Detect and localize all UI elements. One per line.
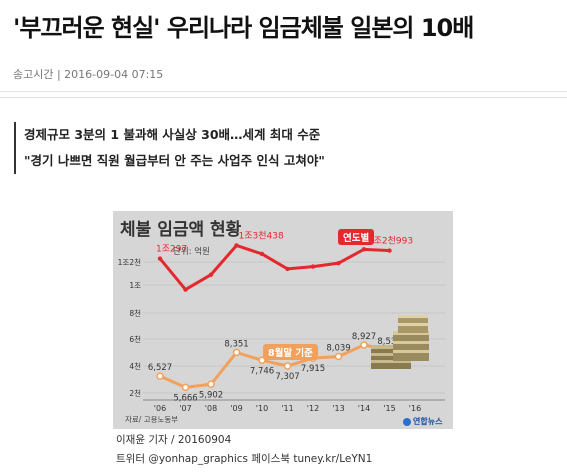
august-point bbox=[156, 372, 164, 380]
subheadline-1: 경제규모 3분의 1 불과해 사실상 30배…세계 최대 수준 bbox=[24, 127, 321, 142]
credit-reporter: 이재윤 기자 / 20160904 bbox=[116, 434, 232, 446]
august-data-label: 7,307 bbox=[275, 372, 299, 382]
august-data-label: 7,915 bbox=[301, 364, 325, 374]
unit-label: 단위: 억원 bbox=[173, 247, 210, 257]
august-data-label: 5,902 bbox=[199, 390, 223, 400]
money-stack-icon bbox=[371, 315, 429, 369]
annual-point bbox=[183, 287, 188, 292]
globe-icon bbox=[403, 417, 411, 426]
annual-series-line bbox=[158, 243, 390, 292]
publish-time: 송고시간 | 2016-09-04 07:15 bbox=[13, 68, 164, 81]
x-tick-label: '16 bbox=[409, 404, 421, 413]
x-tick-label: '08 bbox=[205, 404, 217, 413]
annual-point bbox=[234, 243, 239, 248]
x-tick-label: '12 bbox=[307, 404, 319, 413]
y-tick-label: 1조2천 bbox=[118, 257, 141, 267]
x-tick-label: '13 bbox=[332, 404, 344, 413]
x-tick-label: '09 bbox=[230, 404, 242, 413]
annual-point bbox=[157, 256, 163, 261]
august-data-label: 8,927 bbox=[352, 332, 376, 342]
x-tick-label: '11 bbox=[281, 404, 293, 413]
august-data-label: 6,527 bbox=[148, 363, 172, 373]
august-point bbox=[232, 348, 241, 357]
subheadline-box: 경제규모 3분의 1 불과해 사실상 30배…세계 최대 수준 "경기 나쁘면 … bbox=[14, 122, 556, 174]
x-tick-label: '10 bbox=[256, 404, 268, 413]
august-data-label: 7,746 bbox=[250, 366, 274, 376]
y-tick-label: 4천 bbox=[129, 361, 141, 371]
annual-point bbox=[387, 248, 392, 253]
infographic: 1조2천 1조 8천 6천 4천 2천 '06 '07 '08 '09 '10 '11 '12 '13 '1… bbox=[113, 211, 453, 429]
x-tick-label: '07 bbox=[179, 404, 191, 413]
logo-text: 연합뉴스 bbox=[413, 417, 443, 426]
august-data-label: 8,039 bbox=[326, 343, 350, 353]
annual-data-label: 1조297 bbox=[156, 245, 187, 255]
y-tick-label: 2천 bbox=[129, 388, 141, 398]
annual-point bbox=[208, 272, 214, 277]
august-data-label: 5,666 bbox=[173, 393, 197, 403]
y-tick-label: 8천 bbox=[129, 308, 141, 318]
august-data-label: 8,351 bbox=[224, 339, 248, 349]
august-point bbox=[181, 383, 190, 392]
article-headline: '부끄러운 현실' 우리나라 임금체불 일본의 10배 bbox=[13, 14, 474, 42]
subheadline-2: "경기 나쁘면 직원 월급부터 안 주는 사업주 인식 고쳐야" bbox=[24, 153, 325, 168]
divider bbox=[0, 91, 567, 92]
august-point bbox=[283, 362, 292, 370]
august-point bbox=[360, 341, 368, 349]
august-data-label: 8,539 bbox=[377, 337, 401, 347]
chart-title: 체불 임금액 현황 bbox=[120, 220, 242, 240]
legend-august-badge: 8월말 기준 bbox=[263, 344, 318, 360]
x-tick-label: '06 bbox=[154, 404, 166, 413]
credit-sns: 트위터 @yonhap_graphics 페이스북 tuney.kr/LeYN1 bbox=[116, 453, 373, 465]
divider bbox=[0, 97, 567, 98]
legend-annual-badge: 연도별 bbox=[338, 229, 375, 245]
annual-point bbox=[310, 264, 316, 269]
annual-data-label: 1조2천993 bbox=[368, 236, 413, 247]
august-point bbox=[334, 352, 343, 361]
annual-point bbox=[285, 266, 290, 272]
x-tick-label: '14 bbox=[358, 404, 370, 413]
y-tick-label: 1조 bbox=[129, 281, 141, 290]
annual-point bbox=[361, 247, 367, 252]
x-tick-label: '15 bbox=[383, 404, 395, 413]
annual-data-label: 1조3천438 bbox=[239, 230, 284, 241]
annual-point bbox=[259, 251, 265, 257]
wage-arrears-chart: 1조2천 1조 8천 6천 4천 2천 '06 '07 '08 '09 '10 '11 '12 '13 '1… bbox=[113, 211, 453, 429]
august-point bbox=[207, 380, 215, 389]
annual-point bbox=[336, 260, 341, 266]
y-tick-label: 6천 bbox=[129, 334, 141, 344]
yonhap-logo: 연합뉴스 bbox=[403, 416, 442, 427]
source-label: 자료/ 고용노동부 bbox=[125, 415, 179, 424]
